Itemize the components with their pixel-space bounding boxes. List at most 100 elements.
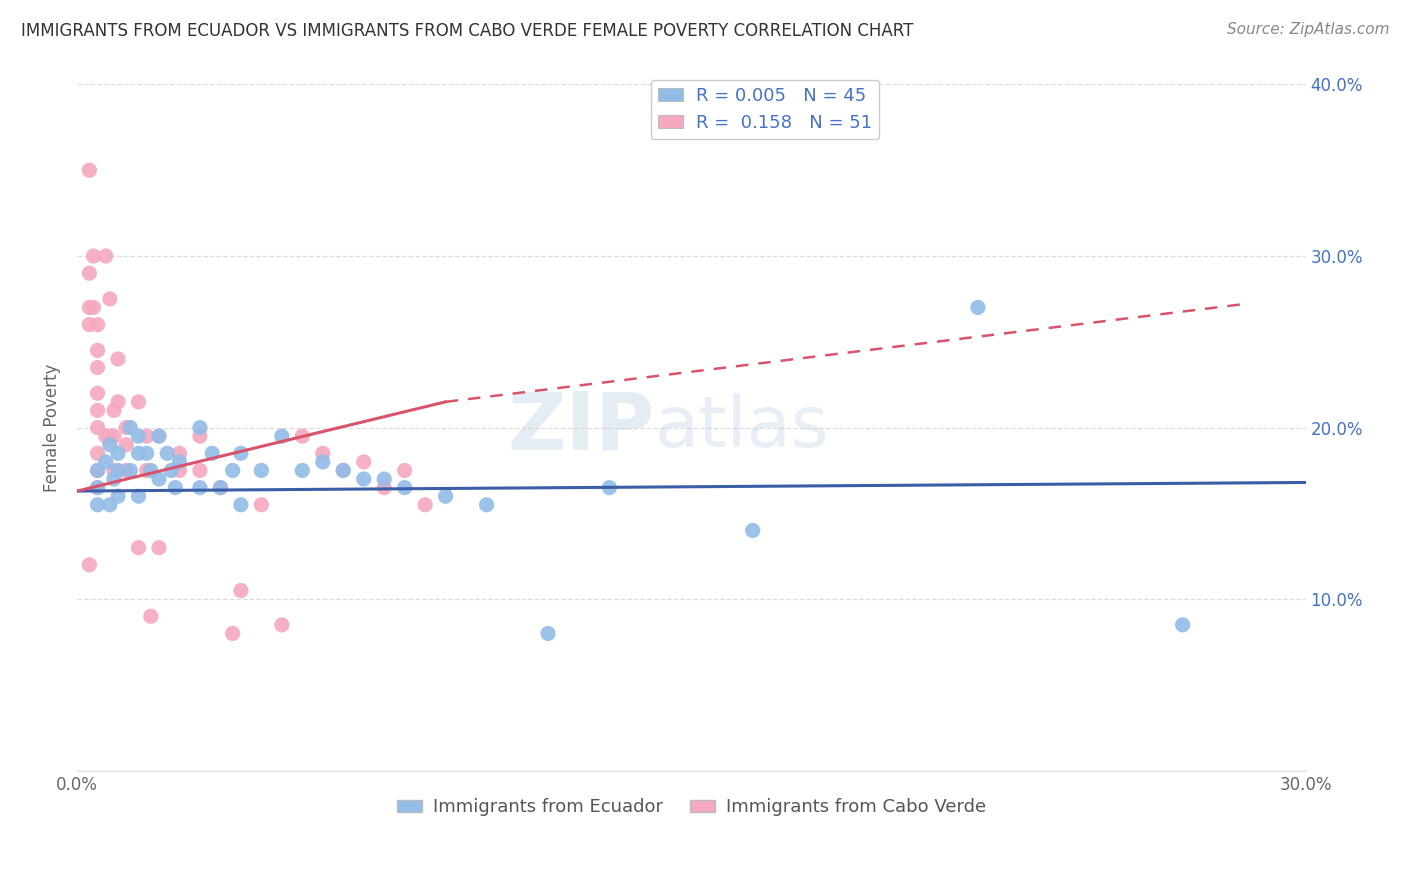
Point bbox=[135, 446, 157, 460]
Point bbox=[165, 481, 187, 495]
Point bbox=[250, 463, 273, 477]
Point bbox=[86, 446, 108, 460]
Point bbox=[128, 394, 150, 409]
Point bbox=[107, 394, 129, 409]
Point bbox=[120, 463, 142, 477]
Point bbox=[94, 249, 117, 263]
Point bbox=[221, 463, 243, 477]
Point bbox=[94, 455, 117, 469]
Point bbox=[188, 481, 211, 495]
Point bbox=[128, 446, 150, 460]
Point bbox=[86, 463, 108, 477]
Point bbox=[229, 498, 252, 512]
Point bbox=[160, 463, 183, 477]
Point bbox=[353, 455, 375, 469]
Point bbox=[188, 420, 211, 434]
Point bbox=[79, 163, 101, 178]
Point bbox=[82, 249, 104, 263]
Point bbox=[86, 386, 108, 401]
Point bbox=[107, 446, 129, 460]
Point bbox=[291, 429, 314, 443]
Point bbox=[103, 403, 125, 417]
Point bbox=[353, 472, 375, 486]
Point bbox=[86, 343, 108, 358]
Point bbox=[128, 429, 150, 443]
Point bbox=[120, 420, 142, 434]
Text: Source: ZipAtlas.com: Source: ZipAtlas.com bbox=[1226, 22, 1389, 37]
Point bbox=[135, 429, 157, 443]
Point bbox=[135, 463, 157, 477]
Point bbox=[79, 558, 101, 572]
Point bbox=[332, 463, 354, 477]
Point bbox=[270, 618, 292, 632]
Point bbox=[148, 429, 170, 443]
Point bbox=[169, 463, 191, 477]
Point bbox=[139, 609, 162, 624]
Text: atlas: atlas bbox=[654, 393, 828, 462]
Point bbox=[537, 626, 560, 640]
Point bbox=[86, 481, 108, 495]
Point bbox=[373, 472, 395, 486]
Y-axis label: Female Poverty: Female Poverty bbox=[44, 363, 60, 491]
Point bbox=[394, 463, 416, 477]
Point bbox=[312, 446, 335, 460]
Point bbox=[209, 481, 232, 495]
Point bbox=[98, 438, 121, 452]
Point bbox=[598, 481, 620, 495]
Point bbox=[156, 446, 179, 460]
Point bbox=[86, 318, 108, 332]
Text: ZIP: ZIP bbox=[508, 389, 654, 467]
Point bbox=[139, 463, 162, 477]
Point bbox=[79, 318, 101, 332]
Point bbox=[741, 524, 763, 538]
Point bbox=[967, 301, 990, 315]
Point bbox=[229, 583, 252, 598]
Point bbox=[86, 360, 108, 375]
Point bbox=[188, 429, 211, 443]
Point bbox=[209, 481, 232, 495]
Point bbox=[291, 463, 314, 477]
Point bbox=[86, 463, 108, 477]
Point bbox=[188, 463, 211, 477]
Point bbox=[201, 446, 224, 460]
Point bbox=[115, 463, 138, 477]
Point bbox=[86, 420, 108, 434]
Point bbox=[103, 429, 125, 443]
Point bbox=[103, 472, 125, 486]
Point bbox=[312, 455, 335, 469]
Point bbox=[86, 481, 108, 495]
Point bbox=[98, 429, 121, 443]
Point bbox=[98, 292, 121, 306]
Point bbox=[270, 429, 292, 443]
Legend: Immigrants from Ecuador, Immigrants from Cabo Verde: Immigrants from Ecuador, Immigrants from… bbox=[389, 791, 993, 823]
Point bbox=[332, 463, 354, 477]
Point bbox=[107, 351, 129, 366]
Point bbox=[86, 498, 108, 512]
Point bbox=[229, 446, 252, 460]
Point bbox=[475, 498, 498, 512]
Point bbox=[169, 446, 191, 460]
Point bbox=[169, 455, 191, 469]
Point bbox=[148, 429, 170, 443]
Point bbox=[1171, 618, 1194, 632]
Point bbox=[107, 489, 129, 503]
Point bbox=[94, 429, 117, 443]
Point bbox=[115, 420, 138, 434]
Point bbox=[79, 301, 101, 315]
Point bbox=[86, 403, 108, 417]
Text: IMMIGRANTS FROM ECUADOR VS IMMIGRANTS FROM CABO VERDE FEMALE POVERTY CORRELATION: IMMIGRANTS FROM ECUADOR VS IMMIGRANTS FR… bbox=[21, 22, 914, 40]
Point bbox=[221, 626, 243, 640]
Point bbox=[148, 472, 170, 486]
Point bbox=[128, 489, 150, 503]
Point bbox=[128, 541, 150, 555]
Point bbox=[103, 463, 125, 477]
Point bbox=[373, 481, 395, 495]
Point bbox=[98, 498, 121, 512]
Point bbox=[394, 481, 416, 495]
Point bbox=[250, 498, 273, 512]
Point bbox=[79, 266, 101, 280]
Point bbox=[82, 301, 104, 315]
Point bbox=[434, 489, 457, 503]
Point bbox=[413, 498, 436, 512]
Point bbox=[148, 541, 170, 555]
